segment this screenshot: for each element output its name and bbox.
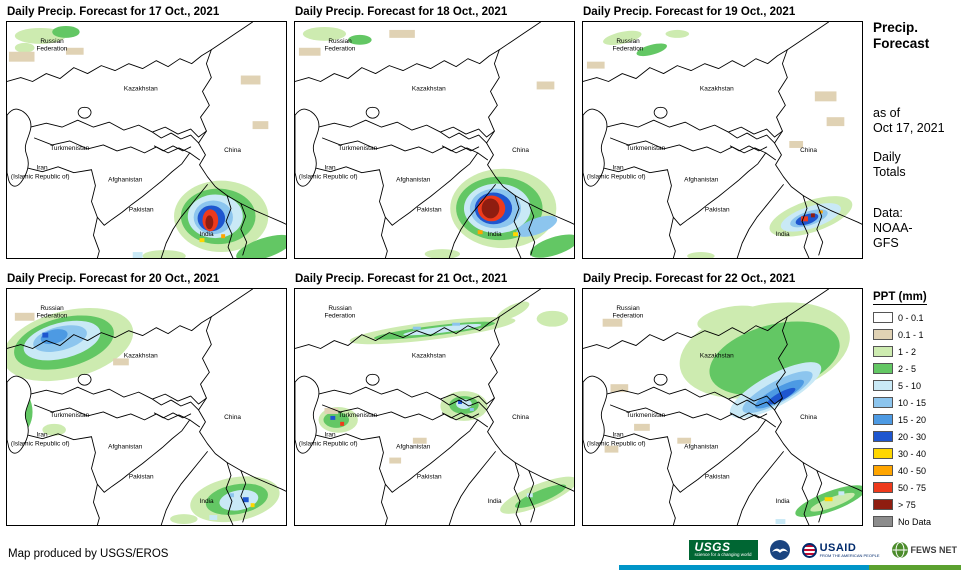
legend-swatch bbox=[873, 431, 893, 442]
info-sidebar: Precip. Forecast as of Oct 17, 2021 Dail… bbox=[866, 4, 961, 530]
map-canvas bbox=[295, 22, 574, 258]
precip-overlay bbox=[586, 29, 853, 258]
forecast-panel-oct18: Daily Precip. Forecast for 18 Oct., 2021 bbox=[294, 4, 575, 264]
legend-swatch bbox=[873, 312, 893, 323]
panel-title: Daily Precip. Forecast for 22 Oct., 2021 bbox=[583, 272, 796, 285]
sidebar-title-line1: Precip. bbox=[873, 20, 919, 35]
panel-title: Daily Precip. Forecast for 18 Oct., 2021 bbox=[295, 6, 508, 18]
legend-swatch bbox=[873, 397, 893, 408]
legend-item: 30 - 40 bbox=[873, 445, 961, 462]
map-canvas bbox=[295, 288, 574, 525]
legend-swatch bbox=[873, 465, 893, 476]
legend-swatch bbox=[873, 346, 893, 357]
precip-overlay bbox=[298, 26, 574, 258]
map-canvas bbox=[583, 288, 862, 525]
sidebar-title-line2: Forecast bbox=[873, 36, 930, 51]
fewsnet-globe-icon bbox=[891, 542, 908, 558]
legend-item: 10 - 15 bbox=[873, 394, 961, 411]
legend-item: 1 - 2 bbox=[873, 343, 961, 360]
noaa-logo bbox=[769, 540, 790, 560]
legend-swatch bbox=[873, 448, 893, 459]
fewsnet-logo: FEWS NET bbox=[891, 542, 957, 558]
panel-title: Daily Precip. Forecast for 19 Oct., 2021 bbox=[583, 6, 796, 18]
logo-row: USGS science for a changing world USAID … bbox=[688, 540, 957, 560]
map-oct19 bbox=[582, 21, 863, 259]
usaid-logo: USAID FROM THE AMERICAN PEOPLE bbox=[801, 542, 880, 558]
precip-overlay bbox=[602, 301, 862, 524]
panel-title: Daily Precip. Forecast for 21 Oct., 2021 bbox=[295, 272, 508, 285]
legend-item: 0 - 0.1 bbox=[873, 309, 961, 326]
map-oct22 bbox=[582, 287, 863, 526]
map-oct20 bbox=[6, 287, 287, 526]
data-source-label: Data: NOAA- GFS bbox=[873, 206, 913, 250]
legend-item: 5 - 10 bbox=[873, 377, 961, 394]
map-oct18 bbox=[294, 21, 575, 259]
legend-swatch bbox=[873, 363, 893, 374]
map-oct21 bbox=[294, 287, 575, 526]
legend-item: 0.1 - 1 bbox=[873, 326, 961, 343]
sidebar-title: Precip. Forecast bbox=[873, 20, 961, 52]
map-credit: Map produced by USGS/EROS bbox=[8, 548, 169, 560]
usgs-logo: USGS science for a changing world bbox=[688, 540, 758, 560]
forecast-panel-oct22: Daily Precip. Forecast for 22 Oct., 2021 bbox=[582, 271, 863, 531]
noaa-seagull-icon bbox=[769, 540, 790, 560]
legend-item: 20 - 30 bbox=[873, 428, 961, 445]
legend-item: 40 - 50 bbox=[873, 462, 961, 479]
maps-grid: Daily Precip. Forecast for 17 Oct., 2021 bbox=[6, 4, 866, 530]
legend-swatch bbox=[873, 414, 893, 425]
footer-strip-blue bbox=[619, 565, 869, 570]
map-canvas bbox=[7, 288, 286, 525]
legend-item: 50 - 75 bbox=[873, 479, 961, 496]
legend: 0 - 0.1 0.1 - 1 1 - 2 2 - 5 5 - 10 10 - … bbox=[873, 309, 961, 530]
footer-color-strips bbox=[619, 565, 961, 570]
forecast-panel-oct21: Daily Precip. Forecast for 21 Oct., 2021 bbox=[294, 271, 575, 531]
map-oct17 bbox=[6, 21, 287, 259]
map-canvas bbox=[583, 22, 862, 258]
legend-title: PPT (mm) bbox=[873, 291, 927, 305]
forecast-panel-oct19: Daily Precip. Forecast for 19 Oct., 2021 bbox=[582, 4, 863, 264]
panel-title: Daily Precip. Forecast for 17 Oct., 2021 bbox=[7, 6, 220, 18]
panel-title: Daily Precip. Forecast for 20 Oct., 2021 bbox=[7, 272, 220, 285]
as-of-date: as of Oct 17, 2021 bbox=[873, 106, 945, 135]
legend-swatch bbox=[873, 329, 893, 340]
usaid-emblem-icon bbox=[801, 542, 817, 558]
legend-item: > 75 bbox=[873, 496, 961, 513]
legend-swatch bbox=[873, 482, 893, 493]
forecast-panel-oct17: Daily Precip. Forecast for 17 Oct., 2021 bbox=[6, 4, 287, 264]
map-canvas bbox=[7, 22, 286, 258]
legend-swatch bbox=[873, 499, 893, 510]
footer: Map produced by USGS/EROS USGS science f… bbox=[8, 540, 961, 560]
legend-item: No Data bbox=[873, 513, 961, 530]
daily-totals-label: Daily Totals bbox=[873, 150, 906, 179]
precip-overlay bbox=[318, 301, 574, 514]
precip-overlay bbox=[8, 25, 286, 258]
legend-swatch bbox=[873, 380, 893, 391]
forecast-panel-oct20: Daily Precip. Forecast for 20 Oct., 2021 bbox=[6, 271, 287, 531]
footer-strip-green bbox=[869, 565, 961, 570]
legend-swatch bbox=[873, 516, 893, 527]
legend-item: 2 - 5 bbox=[873, 360, 961, 377]
legend-item: 15 - 20 bbox=[873, 411, 961, 428]
